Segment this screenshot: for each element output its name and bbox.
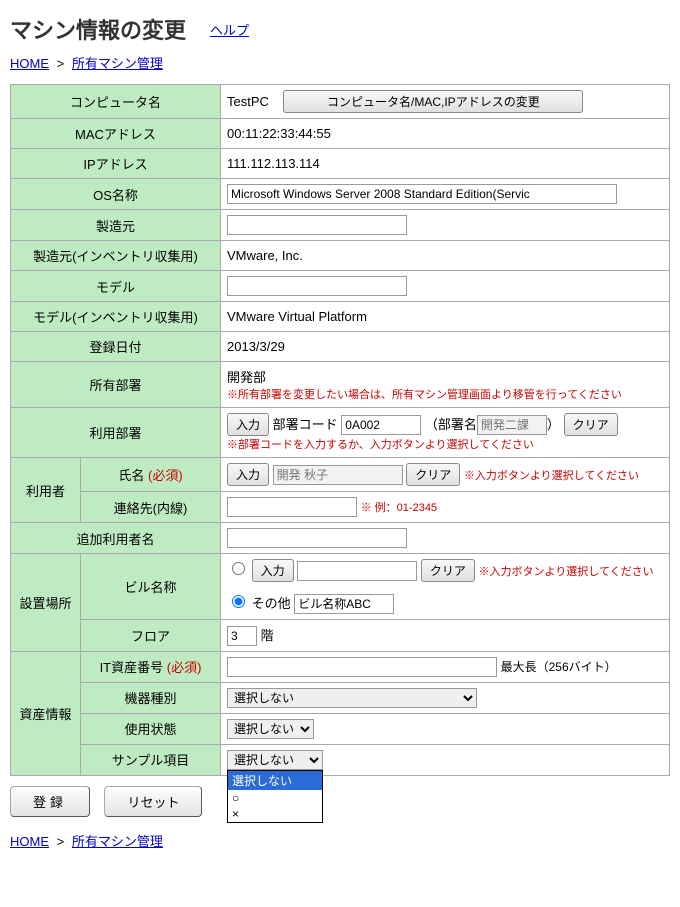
label-sample: サンプル項目 [81,744,221,775]
label-use-dept: 利用部署 [11,408,221,458]
floor-input[interactable] [227,626,257,646]
label-floor: フロア [81,619,221,651]
label-dept-code: 部署コード [273,417,338,432]
value-reg-date: 2013/3/29 [221,332,670,362]
breadcrumb-sep-bottom: > [57,834,65,849]
required-asset-no: (必須) [167,660,202,675]
label-location: 設置場所 [11,554,81,652]
note-building: ※入力ボタンより選択してください [479,566,654,578]
value-own-dept: 開発部 [227,370,266,385]
label-building: ビル名称 [81,554,221,620]
label-contact: 連絡先(内線) [81,492,221,523]
manufacturer-input[interactable] [227,215,407,235]
register-button[interactable]: 登録 [10,786,90,817]
machine-form-table: コンピュータ名 TestPC コンピュータ名/MAC,IPアドレスの変更 MAC… [10,84,670,776]
sample-select-dropdown[interactable]: 選択しない ○ × [227,770,323,823]
building-input-radio[interactable] [232,562,245,575]
note-use-dept: ※部署コードを入力するか、入力ボタンより選択してください [227,439,534,451]
breadcrumb-home-bottom[interactable]: HOME [10,834,49,849]
asset-no-input[interactable] [227,657,497,677]
dept-code-input[interactable] [341,415,421,435]
building-other-input[interactable] [294,594,394,614]
label-device-type: 機器種別 [81,682,221,713]
reset-button[interactable]: リセット [104,786,202,817]
label-manufacturer-inv: 製造元(インベントリ収集用) [11,241,221,271]
label-asset: 資産情報 [11,651,81,775]
label-mac: MACアドレス [11,119,221,149]
breadcrumb-bottom: HOME > 所有マシン管理 [10,831,670,850]
label-floor-unit: 階 [261,628,274,643]
breadcrumb-sep: > [57,56,65,71]
label-building-other: その他 [252,596,291,611]
user-name-clear-button[interactable]: クリア [406,463,460,486]
label-user-name: 氏名 (必須) [81,458,221,492]
label-user: 利用者 [11,458,81,523]
building-input-button[interactable]: 入力 [252,559,294,582]
label-own-dept: 所有部署 [11,362,221,408]
label-usage-state: 使用状態 [81,713,221,744]
building-other-radio[interactable] [232,595,245,608]
label-model-inv: モデル(インベントリ収集用) [11,302,221,332]
change-name-button[interactable]: コンピュータ名/MAC,IPアドレスの変更 [283,90,583,113]
label-asset-no-text: IT資産番号 [100,660,164,675]
model-input[interactable] [227,276,407,296]
value-manufacturer-inv: VMware, Inc. [221,241,670,271]
user-name-display [273,465,403,485]
label-user-name-text: 氏名 [118,468,144,483]
value-model-inv: VMware Virtual Platform [221,302,670,332]
building-select-input[interactable] [297,561,417,581]
value-ip: 111.112.113.114 [221,149,670,179]
label-manufacturer: 製造元 [11,210,221,241]
label-dept-name-open: （部署名 [425,417,477,432]
use-dept-input-button[interactable]: 入力 [227,413,269,436]
sample-select[interactable]: 選択しない [227,750,323,770]
label-os: OS名称 [11,179,221,210]
asset-no-maxlen: 最大長（256バイト） [501,660,617,674]
breadcrumb-home[interactable]: HOME [10,56,49,71]
sample-option-2[interactable]: × [228,806,322,822]
note-user-name: ※入力ボタンより選択してください [464,470,639,482]
dept-name-display [477,415,547,435]
sample-option-0[interactable]: 選択しない [228,771,322,790]
contact-input[interactable] [227,497,357,517]
contact-example: ※ 例：01-2345 [361,502,437,514]
user-name-input-button[interactable]: 入力 [227,463,269,486]
label-computer-name: コンピュータ名 [11,85,221,119]
sample-option-1[interactable]: ○ [228,790,322,806]
breadcrumb-owned-machines[interactable]: 所有マシン管理 [72,56,163,71]
os-input[interactable] [227,184,617,204]
device-type-select[interactable]: 選択しない [227,688,477,708]
required-user-name: (必須) [148,468,183,483]
label-dept-name-close: ） [547,417,560,432]
use-dept-clear-button[interactable]: クリア [564,413,618,436]
value-mac: 00:11:22:33:44:55 [221,119,670,149]
building-clear-button[interactable]: クリア [421,559,475,582]
note-own-dept: ※所有部署を変更したい場合は、所有マシン管理画面より移管を行ってください [227,389,622,401]
breadcrumb-top: HOME > 所有マシン管理 [10,53,670,72]
label-additional-users: 追加利用者名 [11,523,221,554]
page-title: マシン情報の変更 [10,13,186,45]
label-asset-no: IT資産番号 (必須) [81,651,221,682]
usage-state-select[interactable]: 選択しない [227,719,314,739]
breadcrumb-owned-machines-bottom[interactable]: 所有マシン管理 [72,834,163,849]
label-reg-date: 登録日付 [11,332,221,362]
label-ip: IPアドレス [11,149,221,179]
help-link[interactable]: ヘルプ [210,20,249,39]
label-model: モデル [11,271,221,302]
additional-users-input[interactable] [227,528,407,548]
value-computer-name: TestPC [227,94,269,109]
